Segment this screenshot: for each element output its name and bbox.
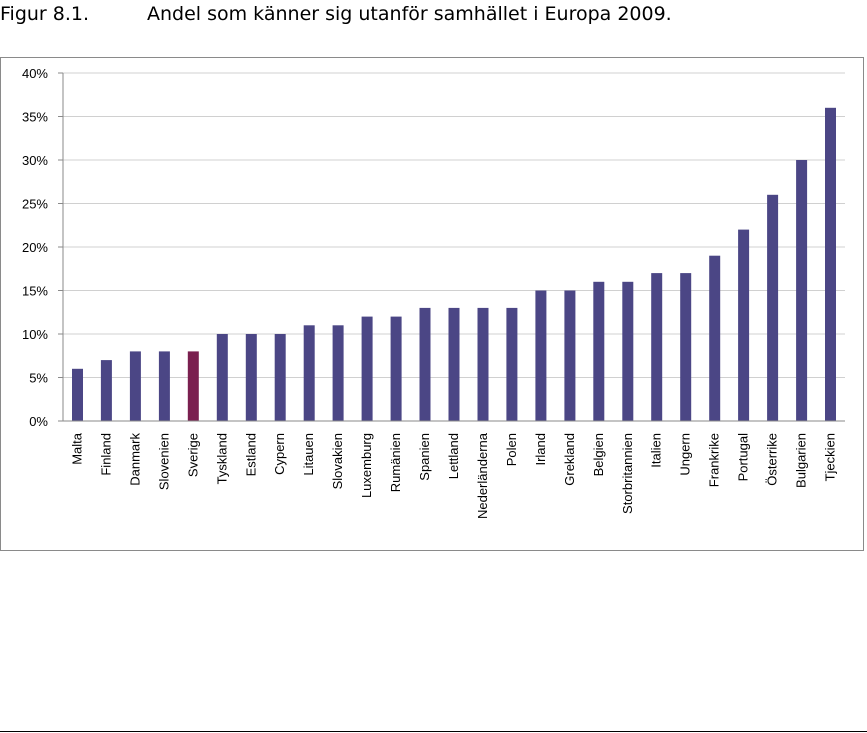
bar-26 [825, 107, 836, 422]
axes [62, 73, 845, 422]
bar-6 [245, 334, 257, 421]
y-tick-label: 40% [22, 66, 48, 81]
x-category-label: Nederländerna [475, 432, 490, 519]
bar-15 [506, 307, 518, 421]
x-category-label: Spanien [417, 433, 432, 481]
x-category-label: Finland [98, 433, 113, 476]
bar-11 [390, 316, 402, 421]
x-category-label: Sverige [185, 433, 200, 477]
bar-5 [216, 334, 228, 421]
x-category-label: Tjeckien [823, 433, 838, 481]
bar-20 [651, 273, 663, 421]
x-category-label: Polen [504, 433, 519, 466]
bar-10 [361, 316, 373, 421]
bar-14 [477, 307, 489, 421]
figure-number: Figur 8.1. [0, 3, 90, 25]
bar-13 [448, 307, 460, 421]
bar-3 [158, 351, 170, 421]
bar-2 [129, 351, 141, 421]
x-category-label: Danmark [127, 433, 142, 486]
y-tick-label: 5% [29, 371, 48, 386]
y-tick-label: 15% [22, 284, 48, 299]
x-category-label: Italien [649, 433, 664, 468]
x-axis-labels: Malta Finland Danmark Slovenien Sverige Tyskl… [70, 432, 838, 519]
x-category-label: Storbritannien [620, 433, 635, 514]
x-category-label: Bulgarien [794, 433, 809, 488]
x-category-label: Portugal [736, 433, 751, 482]
y-tick-label: 20% [22, 240, 48, 255]
y-tick-label: 30% [22, 153, 48, 168]
bar-17 [564, 290, 576, 421]
x-category-label: Grekland [562, 433, 577, 486]
chart-frame: 0% 5% 10% 15% 20% 25% 30% 35% 40% Malta Finland Da… [0, 57, 864, 551]
bar-18 [593, 281, 605, 421]
bar-25 [796, 160, 808, 421]
x-category-label: Tyskland [214, 433, 229, 484]
y-axis-ticks: 0% 5% 10% 15% 20% 25% 30% 35% 40% [22, 66, 63, 429]
x-category-label: Frankrike [707, 433, 722, 487]
x-category-label: Rumänien [388, 433, 403, 492]
x-category-label: Belgien [591, 433, 606, 476]
bar-4 [187, 351, 199, 421]
x-category-label: Luxemburg [359, 433, 374, 498]
x-category-label: Malta [70, 432, 85, 465]
x-category-label: Slovakien [330, 433, 345, 489]
bar-24 [767, 194, 779, 421]
x-category-label: Litauen [301, 433, 316, 476]
bar-7 [274, 334, 286, 421]
bar-9 [332, 325, 344, 421]
x-category-label: Österrike [765, 433, 780, 486]
y-tick-label: 35% [22, 110, 48, 125]
bar-16 [535, 290, 547, 421]
bar-12 [419, 307, 431, 421]
bar-19 [622, 281, 634, 421]
x-category-label: Ungern [678, 433, 693, 476]
figure-title: Andel som känner sig utanför samhället i… [147, 3, 672, 25]
x-category-label: Cypern [272, 433, 287, 475]
y-tick-label: 25% [22, 197, 48, 212]
x-category-label: Estland [243, 433, 258, 476]
bar-chart: 0% 5% 10% 15% 20% 25% 30% 35% 40% Malta Finland Da… [22, 66, 845, 519]
bar-0 [72, 368, 83, 421]
x-category-label: Irland [533, 433, 548, 466]
bars [72, 107, 836, 422]
y-tick-label: 0% [29, 414, 48, 429]
bar-1 [100, 360, 112, 421]
x-category-label: Slovenien [156, 433, 171, 490]
bar-22 [709, 255, 721, 421]
bar-23 [738, 229, 750, 421]
y-tick-label: 10% [22, 327, 48, 342]
bar-21 [680, 273, 692, 421]
bar-8 [303, 325, 315, 421]
x-category-label: Lettland [446, 433, 461, 479]
page-bottom-rule [0, 731, 867, 732]
